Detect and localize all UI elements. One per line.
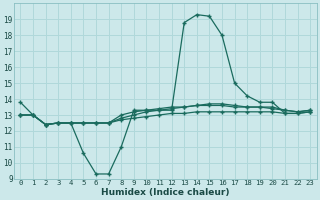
X-axis label: Humidex (Indice chaleur): Humidex (Indice chaleur) (101, 188, 229, 197)
